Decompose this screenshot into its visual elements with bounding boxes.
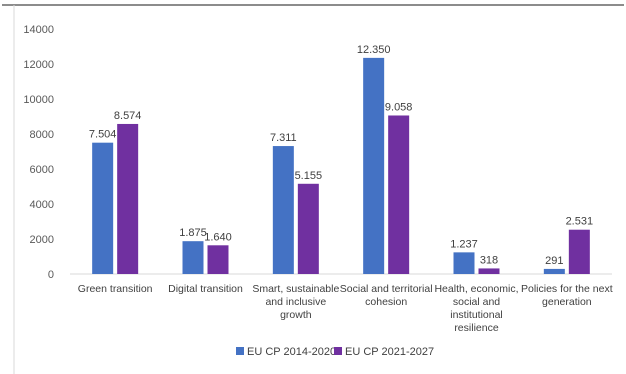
data-label: 1.237 [450,238,478,250]
category-label: growth [280,309,312,321]
bar-series2 [568,229,590,274]
bar-series2 [117,123,139,274]
category-label: Smart, sustainable [252,283,339,295]
data-label: 5.155 [295,170,323,182]
bar-series2 [207,245,229,274]
legend-swatch [334,347,342,355]
y-tick-label: 2000 [30,234,54,246]
category-label: Digital transition [168,283,243,295]
legend-label: EU CP 2014-2020 [247,346,336,358]
data-label: 8.574 [114,110,142,122]
category-label: Policies for the next [521,283,613,295]
category-label: Health, economic, [434,283,518,295]
bar-series2 [297,183,319,274]
bars [92,57,590,274]
bar-series1 [272,146,294,274]
data-label: 7.311 [270,132,297,144]
data-label: 318 [480,254,498,266]
category-label: resilience [454,322,499,334]
bar-series1 [453,252,475,274]
bar-series1 [543,268,565,274]
legend-label: EU CP 2021-2027 [345,346,434,358]
y-tick-label: 8000 [30,129,54,141]
data-label: 1.875 [179,227,207,239]
y-tick-label: 4000 [30,199,54,211]
data-label: 7.504 [89,129,117,141]
category-label: generation [542,296,592,308]
data-label: 2.531 [566,216,594,228]
category-label: and inclusive [265,296,326,308]
legend-swatch [236,347,244,355]
y-tick-label: 14000 [23,24,54,36]
y-tick-label: 0 [48,269,54,281]
y-tick-label: 12000 [23,59,54,71]
data-label: 291 [545,255,563,267]
bar-series1 [363,57,385,274]
y-tick-label: 10000 [23,94,54,106]
data-label: 1.640 [204,231,232,243]
legend: EU CP 2014-2020 EU CP 2021-2027 [236,346,434,358]
bar-series2 [478,268,500,274]
category-label: Social and territorial [340,283,433,295]
category-label: Green transition [78,283,153,295]
bar-series2 [388,115,410,274]
y-tick-label: 6000 [30,164,54,176]
category-label: cohesion [365,296,407,308]
bar-series1 [92,142,114,274]
data-label: 12.350 [357,44,391,56]
bar-series1 [182,241,204,274]
x-axis-categories: Green transition Digital transition Smart,… [78,283,613,334]
category-label: social and [453,296,500,308]
y-axis-ticks: 0 2000 4000 6000 8000 10000 12000 14000 [23,24,54,281]
category-label: institutional [450,309,503,321]
data-label: 9.058 [385,101,413,113]
